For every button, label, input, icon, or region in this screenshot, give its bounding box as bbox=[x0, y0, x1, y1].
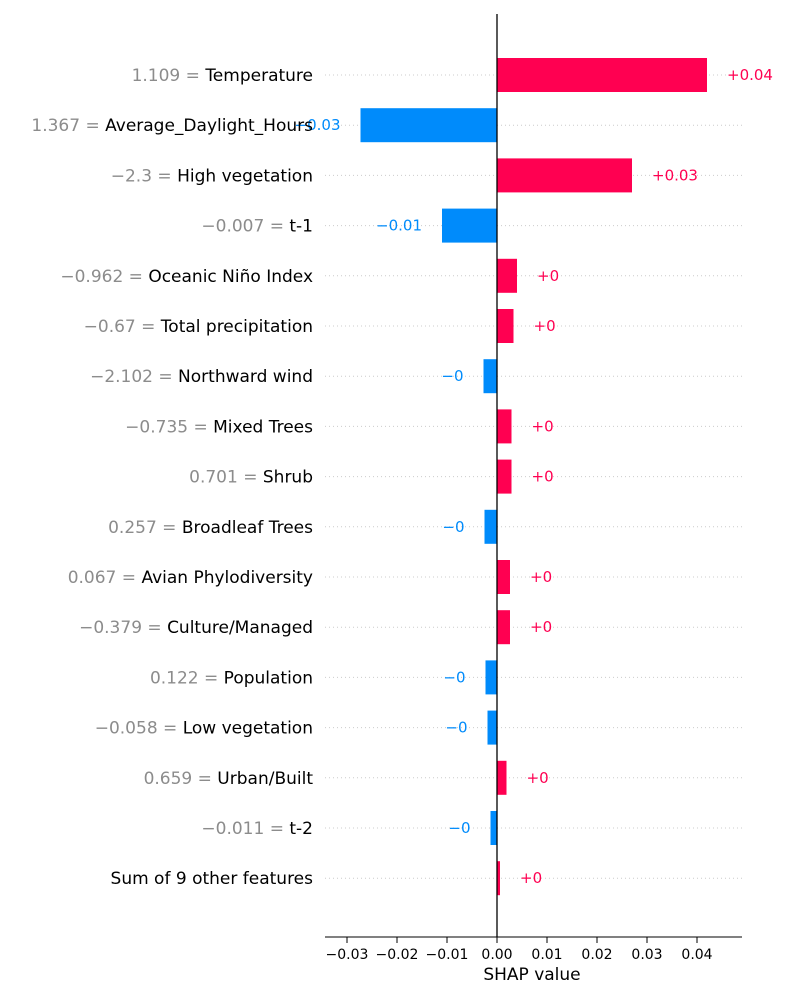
bar-value-label: +0 bbox=[527, 769, 549, 787]
feature-label: 0.659 = Urban/Built bbox=[144, 769, 314, 789]
feature-name: t-1 bbox=[289, 217, 313, 237]
feature-name: Average_Daylight_Hours bbox=[105, 116, 313, 136]
bar-value-label: −0 bbox=[445, 719, 467, 737]
feature-name: Oceanic Niño Index bbox=[148, 267, 313, 287]
bar bbox=[497, 560, 510, 594]
bar-value-label: −0 bbox=[441, 367, 463, 385]
x-tick-label: 0.02 bbox=[581, 947, 612, 963]
x-tick-label: 0.01 bbox=[531, 947, 562, 963]
bar bbox=[485, 660, 497, 695]
bar bbox=[497, 309, 514, 343]
feature-name: Urban/Built bbox=[217, 769, 313, 789]
feature-label: −0.058 = Low vegetation bbox=[95, 719, 313, 739]
bar-value-label: +0 bbox=[530, 568, 552, 586]
feature-value: 0.257 = bbox=[108, 518, 182, 538]
feature-label: 0.701 = Shrub bbox=[189, 468, 313, 488]
feature-name: Temperature bbox=[204, 66, 313, 86]
feature-value: 1.109 = bbox=[132, 66, 206, 86]
feature-name: Shrub bbox=[263, 468, 313, 488]
feature-value: −0.058 = bbox=[95, 719, 183, 739]
bars bbox=[360, 58, 707, 896]
bar-value-label: −0 bbox=[443, 668, 465, 686]
x-tick-label: −0.01 bbox=[426, 947, 469, 963]
feature-label: 0.122 = Population bbox=[150, 668, 313, 688]
feature-label: −2.102 = Northward wind bbox=[90, 367, 313, 387]
feature-label: −0.962 = Oceanic Niño Index bbox=[60, 267, 313, 287]
feature-label: −2.3 = High vegetation bbox=[111, 166, 313, 186]
feature-value: −0.007 = bbox=[201, 217, 289, 237]
feature-value: −2.102 = bbox=[90, 367, 178, 387]
feature-name: t-2 bbox=[289, 819, 313, 839]
feature-name: Low vegetation bbox=[183, 719, 313, 739]
feature-value: −0.011 = bbox=[201, 819, 289, 839]
bar-value-label: +0 bbox=[520, 869, 542, 887]
feature-value: 0.067 = bbox=[68, 568, 142, 588]
feature-label: −0.67 = Total precipitation bbox=[84, 317, 313, 337]
feature-name: Broadleaf Trees bbox=[182, 518, 313, 538]
x-tick-label: −0.02 bbox=[376, 947, 419, 963]
feature-labels: +0.041.109 = Temperature−0.031.367 = Ave… bbox=[31, 66, 773, 889]
feature-label: Sum of 9 other features bbox=[111, 869, 314, 889]
bar-value-label: −0.03 bbox=[295, 116, 341, 134]
x-axis-title: SHAP value bbox=[483, 965, 580, 985]
feature-label: −0.007 = t-1 bbox=[201, 217, 313, 237]
x-tick-label: 0.04 bbox=[681, 947, 712, 963]
feature-label: 0.067 = Avian Phylodiversity bbox=[68, 568, 313, 588]
bar bbox=[484, 509, 497, 544]
bar bbox=[497, 760, 507, 795]
feature-name: Northward wind bbox=[178, 367, 313, 387]
bar bbox=[497, 158, 632, 193]
feature-value: −0.379 = bbox=[79, 618, 167, 638]
bar-value-label: −0 bbox=[448, 819, 470, 837]
bar bbox=[497, 459, 512, 494]
bar bbox=[497, 409, 512, 444]
feature-label: 0.257 = Broadleaf Trees bbox=[108, 518, 313, 538]
bar-value-label: +0.04 bbox=[727, 66, 773, 84]
feature-name: Avian Phylodiversity bbox=[141, 568, 313, 588]
bar bbox=[497, 258, 517, 293]
bar-value-label: +0 bbox=[532, 468, 554, 486]
feature-label: 1.109 = Temperature bbox=[132, 66, 313, 86]
bar bbox=[483, 359, 497, 394]
x-tick-label: 0.03 bbox=[631, 947, 662, 963]
feature-label: 1.367 = Average_Daylight_Hours bbox=[31, 116, 313, 136]
x-axis: −0.03 −0.02 −0.01 0.00 0.01 0.02 0.03 0.04 bbox=[325, 14, 742, 963]
bar bbox=[497, 58, 707, 92]
feature-name: Culture/Managed bbox=[167, 618, 313, 638]
bar-value-label: −0.01 bbox=[376, 217, 422, 235]
feature-value: 1.367 = bbox=[31, 116, 105, 136]
feature-value: 0.122 = bbox=[150, 668, 224, 688]
feature-name: Sum of 9 other features bbox=[111, 869, 314, 889]
feature-label: −0.011 = t-2 bbox=[201, 819, 313, 839]
feature-value: 0.659 = bbox=[144, 769, 218, 789]
x-tick-label: 0.00 bbox=[481, 947, 512, 963]
feature-value: 0.701 = bbox=[189, 468, 263, 488]
bar bbox=[442, 208, 497, 243]
bar bbox=[490, 811, 497, 845]
feature-value: −2.3 = bbox=[111, 166, 177, 186]
bar-value-label: +0 bbox=[530, 618, 552, 636]
bar-value-label: +0 bbox=[537, 267, 559, 285]
feature-value: −0.735 = bbox=[125, 417, 213, 437]
bar bbox=[487, 710, 497, 745]
feature-name: Total precipitation bbox=[160, 317, 313, 337]
x-tick-label: −0.03 bbox=[326, 947, 369, 963]
bar-value-label: −0 bbox=[442, 518, 464, 536]
feature-value: −0.67 = bbox=[84, 317, 161, 337]
feature-value: −0.962 = bbox=[60, 267, 148, 287]
bar bbox=[497, 861, 500, 896]
bar bbox=[360, 108, 497, 143]
feature-name: Population bbox=[224, 668, 313, 688]
bar-value-label: +0 bbox=[532, 417, 554, 435]
bar bbox=[497, 610, 510, 645]
feature-label: −0.379 = Culture/Managed bbox=[79, 618, 313, 638]
feature-label: −0.735 = Mixed Trees bbox=[125, 417, 313, 437]
bar-value-label: +0 bbox=[534, 317, 556, 335]
bar-value-label: +0.03 bbox=[652, 166, 698, 184]
feature-name: High vegetation bbox=[177, 166, 313, 186]
feature-name: Mixed Trees bbox=[213, 417, 313, 437]
